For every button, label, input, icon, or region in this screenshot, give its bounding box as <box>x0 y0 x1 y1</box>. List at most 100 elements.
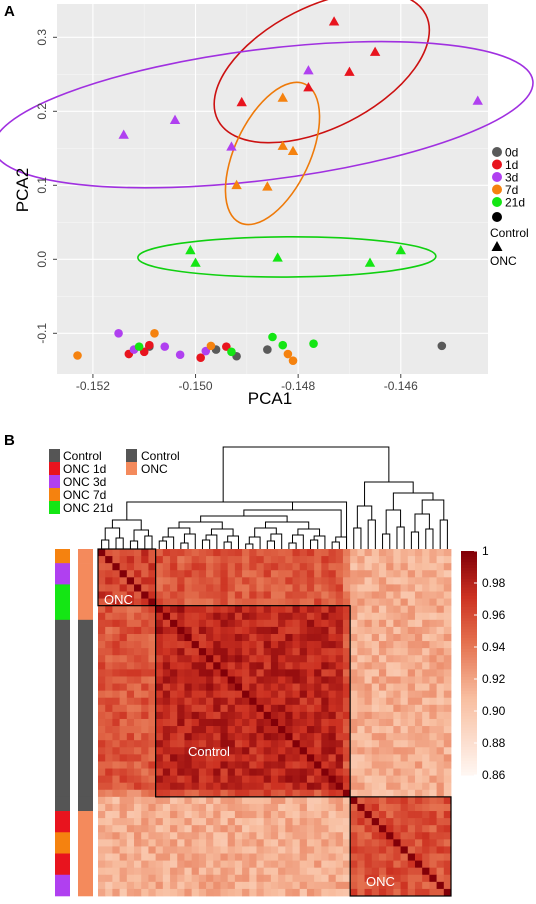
heatmap-cell <box>371 874 380 883</box>
heatmap-cell <box>357 818 365 826</box>
heatmap-cell <box>378 612 387 621</box>
heatmap-cell <box>386 874 394 883</box>
heatmap-cell <box>191 733 200 741</box>
heatmap-cell <box>328 718 337 727</box>
heatmap-cell <box>134 768 142 777</box>
color-scale-step <box>461 755 477 759</box>
heatmap-cell <box>422 718 430 727</box>
heatmap-cell <box>342 641 351 649</box>
heatmap-cell <box>220 832 229 840</box>
heatmap-cell <box>112 747 121 755</box>
heatmap-cell <box>321 761 329 769</box>
heatmap-cell <box>141 789 149 798</box>
heatmap-cell <box>263 683 272 692</box>
heatmap-cell <box>292 867 301 876</box>
heatmap-cell <box>184 888 193 897</box>
heatmap-cell <box>299 825 308 833</box>
heatmap-cell <box>342 825 351 833</box>
heatmap-cell <box>400 690 409 699</box>
heatmap-cell <box>270 711 279 720</box>
heatmap-cell <box>234 874 243 883</box>
heatmap-cell <box>119 803 128 812</box>
heatmap-cell <box>414 570 423 578</box>
heatmap-cell <box>400 570 409 578</box>
heatmap-cell <box>321 605 329 614</box>
heatmap-cell <box>162 669 171 677</box>
heatmap-cell <box>342 874 351 883</box>
heatmap-cell <box>112 598 121 607</box>
point-control-7d <box>283 349 293 359</box>
heatmap-cell <box>335 740 344 748</box>
heatmap-cell <box>184 811 193 819</box>
heatmap-cell <box>407 726 416 734</box>
heatmap-cell <box>227 888 236 897</box>
heatmap-cell <box>306 832 315 840</box>
heatmap-cell <box>270 669 279 677</box>
heatmap-cell <box>98 584 106 592</box>
heatmap-cell <box>263 549 272 557</box>
heatmap-cell <box>278 598 286 607</box>
heatmap-cell <box>198 747 207 755</box>
heatmap-cell <box>357 754 365 762</box>
heatmap-cell <box>278 789 286 798</box>
heatmap-cell <box>314 811 322 819</box>
heatmap-cell <box>242 605 250 614</box>
heatmap-cell <box>134 818 142 826</box>
heatmap-cell <box>263 577 272 585</box>
heatmap-cell <box>198 683 207 692</box>
heatmap-cell <box>213 839 221 847</box>
heatmap-cell <box>306 796 315 805</box>
heatmap-cell <box>414 549 423 557</box>
heatmap-cell <box>249 811 257 819</box>
heatmap-cell <box>299 888 308 897</box>
heatmap-cell <box>112 874 121 883</box>
heatmap-cell <box>227 591 236 599</box>
heatmap-cell <box>263 662 272 670</box>
heatmap-cell <box>191 874 200 883</box>
heatmap-cell <box>270 690 279 699</box>
heatmap-cell <box>148 690 157 699</box>
legend-swatch-left <box>49 488 60 501</box>
heatmap-cell <box>393 633 401 642</box>
heatmap-cell <box>98 811 106 819</box>
heatmap-cell <box>263 605 272 614</box>
heatmap-cell <box>342 888 351 897</box>
heatmap-cell <box>371 860 380 869</box>
heatmap-cell <box>378 881 387 890</box>
heatmap-cell <box>105 626 113 635</box>
heatmap-cell <box>407 718 416 727</box>
heatmap-cell <box>350 811 358 819</box>
heatmap-cell <box>206 867 214 876</box>
heatmap-cell <box>141 768 149 777</box>
heatmap-cell <box>148 754 157 762</box>
heatmap-cell <box>191 641 200 649</box>
heatmap-cell <box>314 697 322 706</box>
heatmap-cell <box>436 811 445 819</box>
heatmap-cell <box>386 754 394 762</box>
heatmap-cell <box>170 633 178 642</box>
heatmap-cell <box>105 775 113 784</box>
heatmap-cell <box>285 683 293 692</box>
heatmap-cell <box>342 789 351 798</box>
heatmap-cell <box>335 584 344 592</box>
heatmap-cell <box>400 860 409 869</box>
heatmap-cell <box>177 733 185 741</box>
heatmap-cell <box>328 641 337 649</box>
heatmap-cell <box>299 605 308 614</box>
heatmap-cell <box>98 853 106 861</box>
heatmap-cell <box>407 549 416 557</box>
heatmap-cell <box>220 718 229 727</box>
heatmap-cell <box>292 711 301 720</box>
heatmap-cell <box>213 718 221 727</box>
point-onc-21d <box>190 257 201 267</box>
heatmap-cell <box>198 768 207 777</box>
heatmap-cell <box>198 874 207 883</box>
heatmap-cell <box>242 853 250 861</box>
heatmap-cell <box>162 761 171 769</box>
heatmap-cell <box>220 669 229 677</box>
heatmap-cell <box>386 591 394 599</box>
dendrogram-branch <box>126 501 320 520</box>
heatmap-cell <box>119 818 128 826</box>
heatmap-cell <box>234 570 243 578</box>
